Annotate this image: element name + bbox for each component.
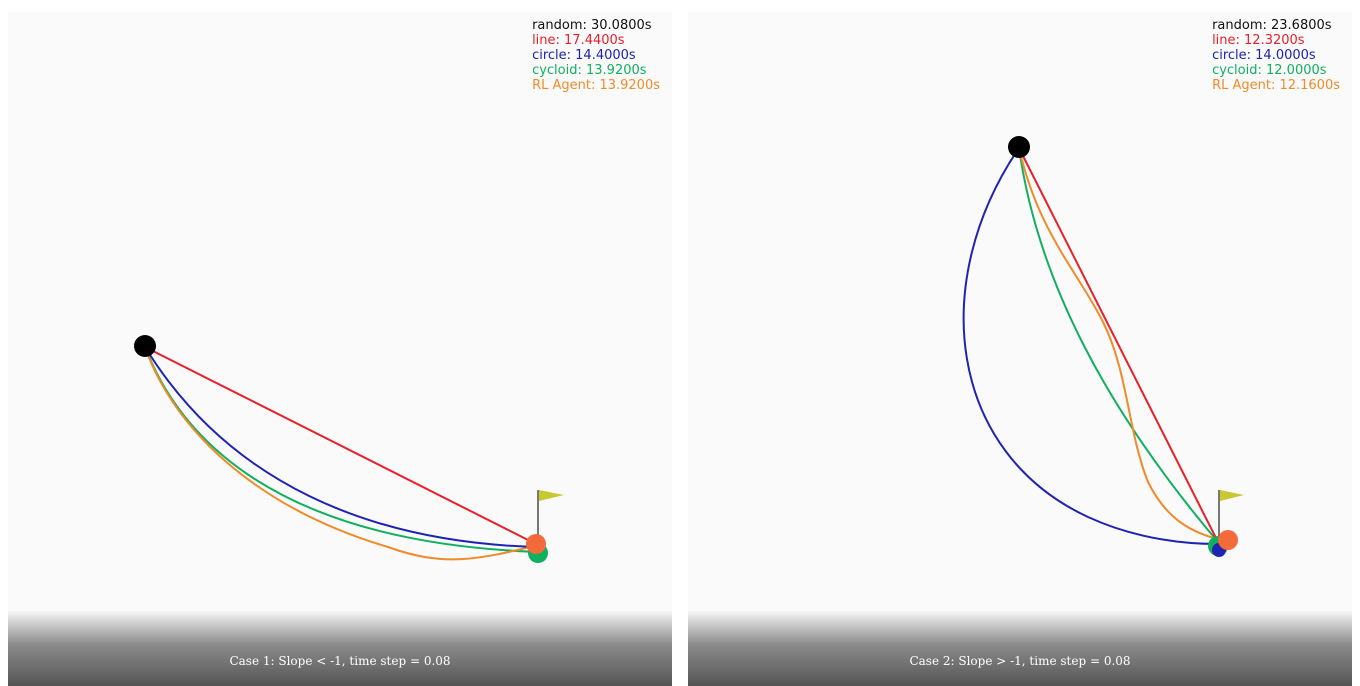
rl-agent-curve [144, 346, 539, 561]
rl-agent-curve [1018, 147, 1221, 541]
goal-flag-icon [1220, 490, 1244, 501]
start-ball [134, 335, 156, 357]
simulation-panel-case-1: random: 30.0800s line: 17.4400s circle: … [8, 12, 672, 686]
caption-case-2: Case 2: Slope > -1, time step = 0.08 [909, 654, 1131, 668]
legend-cycloid: cycloid: 13.9200s [532, 63, 647, 78]
timing-legend: random: 23.6800s line: 12.3200s circle: … [1212, 18, 1340, 93]
legend-circle: circle: 14.4000s [532, 48, 636, 63]
cycloid-curve [1018, 147, 1219, 543]
legend-random: random: 23.6800s [1212, 18, 1332, 33]
trajectory-plot [962, 136, 1244, 557]
legend-circle: circle: 14.0000s [1212, 48, 1316, 63]
simulation-panel-case-2: random: 23.6800s line: 12.3200s circle: … [688, 12, 1352, 686]
caption-bar [688, 610, 1352, 686]
timing-legend: random: 30.0800s line: 17.4400s circle: … [532, 18, 660, 93]
legend-line: line: 12.3200s [1212, 33, 1305, 48]
rl-agent-ball [1218, 530, 1238, 550]
legend-line: line: 17.4400s [532, 33, 625, 48]
rl-agent-ball [526, 534, 546, 554]
legend-rl-agent: RL Agent: 12.1600s [1212, 78, 1340, 93]
line-path [144, 346, 537, 545]
legend-cycloid: cycloid: 12.0000s [1212, 63, 1327, 78]
trajectory-plot [134, 335, 564, 563]
caption-case-1: Case 1: Slope < -1, time step = 0.08 [229, 654, 451, 668]
legend-random: random: 30.0800s [532, 18, 652, 33]
start-ball [1008, 136, 1030, 158]
line-path [1018, 147, 1219, 543]
goal-flag-icon [539, 490, 564, 501]
circle-curve [144, 346, 537, 548]
caption-bar [8, 610, 672, 686]
legend-rl-agent: RL Agent: 13.9200s [532, 78, 660, 93]
circle-curve [962, 147, 1219, 545]
